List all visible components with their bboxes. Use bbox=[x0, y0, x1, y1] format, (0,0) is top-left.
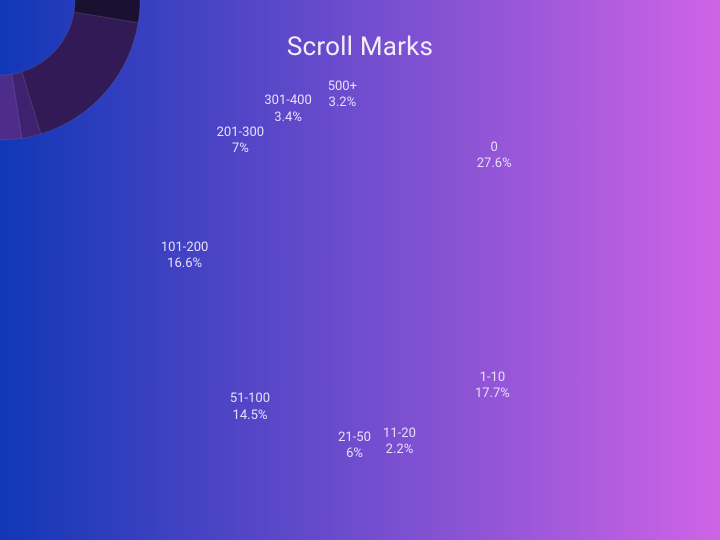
slice-1-10 bbox=[22, 12, 138, 134]
slice-label-51-100: 51-10014.5% bbox=[230, 391, 270, 424]
slice-label-1-10: 1-1017.7% bbox=[475, 370, 510, 403]
slice-label-101-200: 101-20016.6% bbox=[161, 239, 208, 272]
slice-label-11-20: 11-202.2% bbox=[383, 425, 416, 458]
slice-label-0: 027.6% bbox=[477, 140, 512, 173]
chart-stage: Scroll Marks 027.6%1-1017.7%11-202.2%21-… bbox=[0, 0, 720, 540]
slice-label-21-50: 21-506% bbox=[338, 430, 371, 463]
